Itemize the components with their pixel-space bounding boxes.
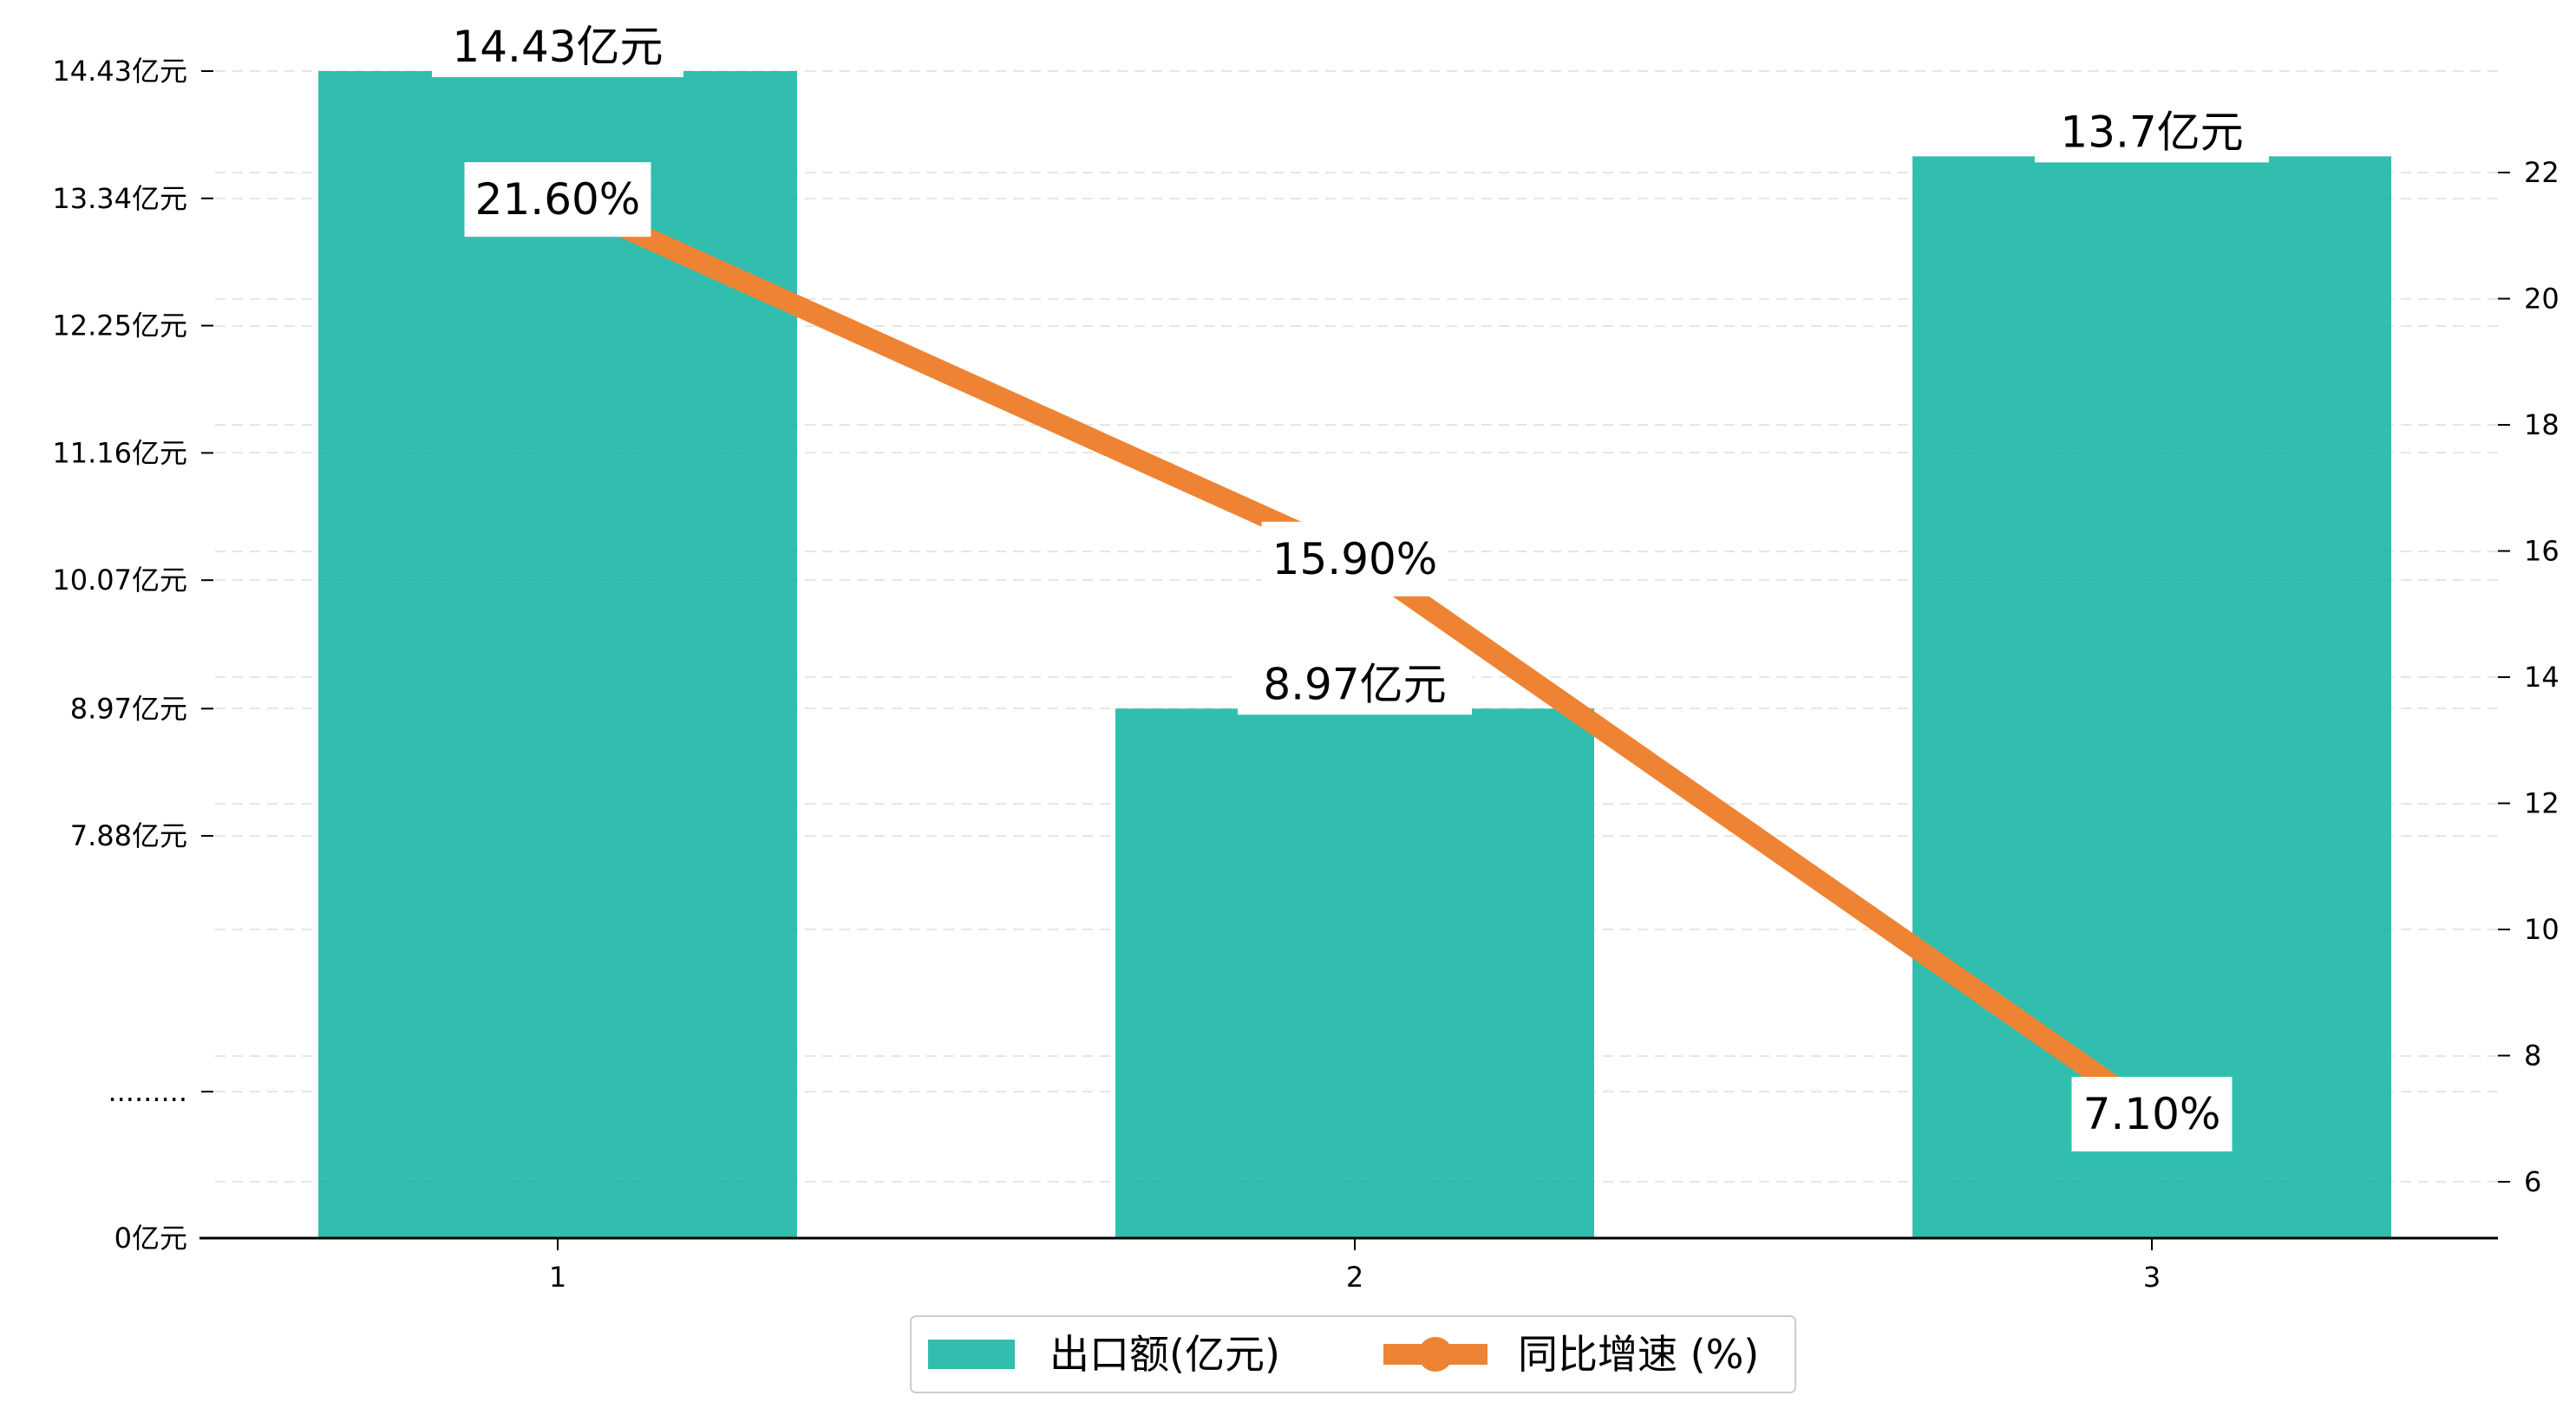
legend-label-line: 同比增速 (%) [1518, 1331, 1759, 1378]
axes: 0亿元.........7.88亿元8.97亿元10.07亿元11.16亿元12… [52, 55, 2559, 1294]
y-left-tick-label: 0亿元 [114, 1222, 187, 1255]
y-left-tick-label: ......... [108, 1075, 187, 1108]
growth-label-2-bg [1261, 521, 1448, 597]
growth-label-3: 7.10% [2083, 1089, 2221, 1139]
x-tick-label: 2 [1346, 1261, 1363, 1294]
y-left-tick-label: 14.43亿元 [52, 55, 187, 88]
legend-marker-line [1418, 1337, 1453, 1372]
y-left-tick-label: 12.25亿元 [52, 310, 187, 342]
y-right-tick-label: 14 [2524, 661, 2560, 694]
growth-label-1: 21.60% [475, 174, 641, 225]
bar-1 [318, 71, 797, 1238]
y-right-tick-label: 12 [2524, 787, 2560, 820]
bar-2 [1115, 708, 1594, 1238]
y-left-tick-label: 8.97亿元 [70, 692, 187, 725]
growth-label-2: 15.90% [1272, 534, 1438, 584]
legend: 出口额(亿元) 同比增速 (%) [910, 1315, 1796, 1393]
y-left-tick-label: 13.34亿元 [52, 182, 187, 215]
legend-swatch-bar [928, 1340, 1015, 1369]
bar-label-3: 13.7亿元 [2060, 107, 2243, 157]
data-labels: 14.43亿元 8.97亿元 13.7亿元 21.60% 15.90% 7.10% [432, 16, 2269, 1151]
bar-label-1: 14.43亿元 [452, 22, 663, 72]
legend-box [910, 1315, 1796, 1393]
y-right-tick-label: 18 [2524, 408, 2560, 441]
bar-3 [1912, 156, 2391, 1239]
legend-label-bar: 出口额(亿元) [1049, 1331, 1280, 1378]
y-left-tick-label: 11.16亿元 [52, 436, 187, 469]
x-tick-label: 3 [2143, 1261, 2161, 1294]
bar-label-3-bg [2035, 101, 2269, 163]
y-right-tick-label: 16 [2524, 535, 2560, 568]
bar-label-1-bg [432, 16, 683, 77]
y-right-tick-label: 22 [2524, 156, 2560, 189]
bar-label-2: 8.97亿元 [1263, 659, 1446, 709]
y-right-tick-label: 6 [2524, 1165, 2541, 1198]
y-right-tick-label: 10 [2524, 913, 2560, 946]
bar-label-2-bg [1238, 654, 1472, 715]
y-left-tick-label: 10.07亿元 [52, 564, 187, 597]
x-tick-label: 1 [549, 1261, 566, 1294]
y-right-tick-label: 8 [2524, 1040, 2541, 1073]
growth-label-1-bg [464, 162, 651, 238]
y-left-tick-label: 7.88亿元 [70, 819, 187, 852]
growth-label-3-bg [2071, 1076, 2233, 1151]
y-right-tick-label: 20 [2524, 283, 2560, 316]
